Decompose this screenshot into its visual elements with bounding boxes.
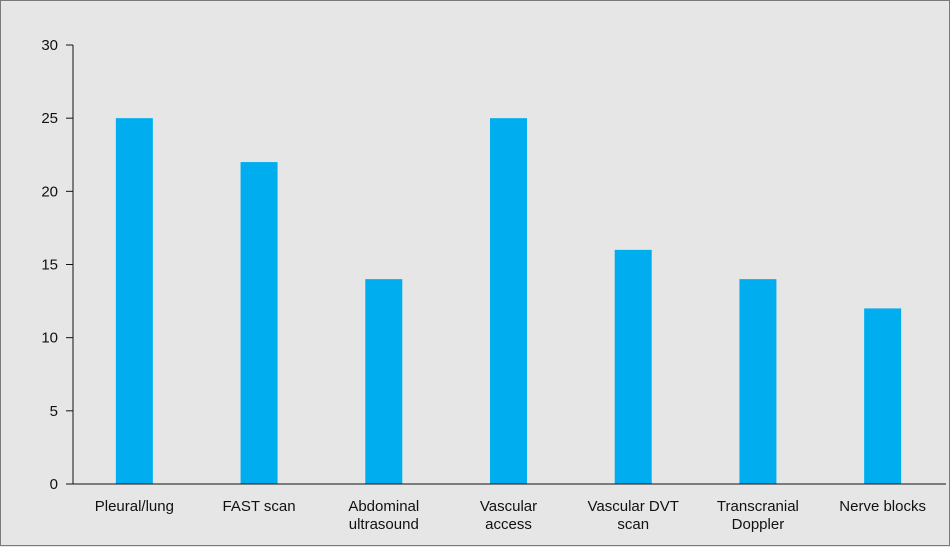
bars-layer (115, 118, 902, 485)
x-category-label: Vascular (480, 498, 537, 515)
bar (240, 162, 278, 485)
bar (614, 249, 652, 484)
y-tick-label: 5 (50, 403, 58, 420)
x-category-label: Abdominal (348, 498, 419, 515)
x-category-label: Doppler (732, 516, 785, 533)
y-tick-label: 0 (50, 476, 58, 493)
x-category-label: scan (617, 516, 649, 533)
bar (739, 279, 777, 484)
axes-layer (66, 44, 946, 485)
x-category-label: Vascular DVT (588, 498, 679, 515)
bar (864, 308, 902, 484)
y-tick-label: 20 (41, 183, 58, 200)
y-tick-label: 30 (41, 37, 58, 54)
x-category-label: Nerve blocks (839, 498, 926, 515)
x-category-label: ultrasound (349, 516, 419, 533)
y-tick-label: 15 (41, 257, 58, 274)
y-tick-label: 25 (41, 110, 58, 127)
x-category-label: FAST scan (223, 498, 296, 515)
x-category-label: Transcranial (717, 498, 799, 515)
x-category-label: Pleural/lung (95, 498, 174, 515)
labels-layer: 0 5 10 15 20 25 30 Pleural/lung FAST scan Abdomin… (41, 37, 926, 533)
y-tick-label: 10 (41, 330, 58, 347)
x-category-label: access (485, 516, 532, 533)
bar (365, 279, 403, 484)
bar (490, 118, 527, 485)
bar (115, 118, 153, 485)
